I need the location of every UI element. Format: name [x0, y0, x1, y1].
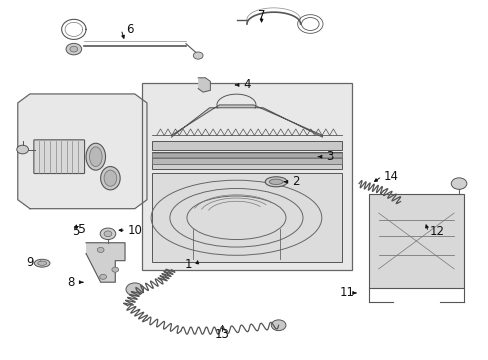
Ellipse shape	[89, 147, 102, 167]
Text: 4: 4	[243, 78, 250, 91]
Bar	[142, 83, 351, 270]
Ellipse shape	[269, 179, 283, 184]
Bar	[368, 194, 463, 288]
Text: 9: 9	[26, 256, 34, 269]
Text: 5: 5	[78, 223, 86, 236]
Polygon shape	[18, 94, 147, 209]
Text: 6: 6	[126, 23, 133, 36]
Ellipse shape	[38, 261, 46, 265]
Text: 7: 7	[257, 9, 265, 22]
Text: 11: 11	[339, 287, 354, 300]
Circle shape	[100, 228, 116, 239]
FancyBboxPatch shape	[34, 140, 84, 174]
Bar	[152, 173, 341, 262]
Bar	[152, 153, 341, 157]
Text: 2: 2	[291, 175, 299, 188]
Text: 5: 5	[72, 225, 80, 238]
Ellipse shape	[86, 143, 105, 170]
Bar	[152, 158, 341, 164]
Circle shape	[271, 320, 285, 330]
Text: 1: 1	[184, 258, 192, 271]
Polygon shape	[86, 243, 125, 282]
Ellipse shape	[101, 167, 120, 190]
Circle shape	[104, 231, 112, 237]
Circle shape	[100, 274, 106, 279]
Polygon shape	[198, 78, 210, 92]
Circle shape	[112, 267, 119, 272]
Circle shape	[66, 43, 81, 55]
Text: 8: 8	[67, 276, 75, 289]
Text: 12: 12	[429, 225, 444, 238]
Text: 3: 3	[325, 150, 333, 163]
Text: 10: 10	[127, 224, 142, 237]
Circle shape	[193, 52, 203, 59]
Circle shape	[450, 178, 466, 189]
Circle shape	[97, 247, 104, 252]
Circle shape	[126, 283, 143, 296]
Circle shape	[17, 145, 28, 154]
Bar	[152, 141, 341, 150]
Bar	[152, 152, 341, 170]
Ellipse shape	[264, 177, 286, 187]
Ellipse shape	[34, 259, 50, 267]
Text: 14: 14	[383, 170, 397, 183]
Polygon shape	[171, 105, 322, 137]
Circle shape	[70, 46, 78, 52]
Text: 13: 13	[215, 328, 229, 341]
Ellipse shape	[104, 170, 117, 186]
